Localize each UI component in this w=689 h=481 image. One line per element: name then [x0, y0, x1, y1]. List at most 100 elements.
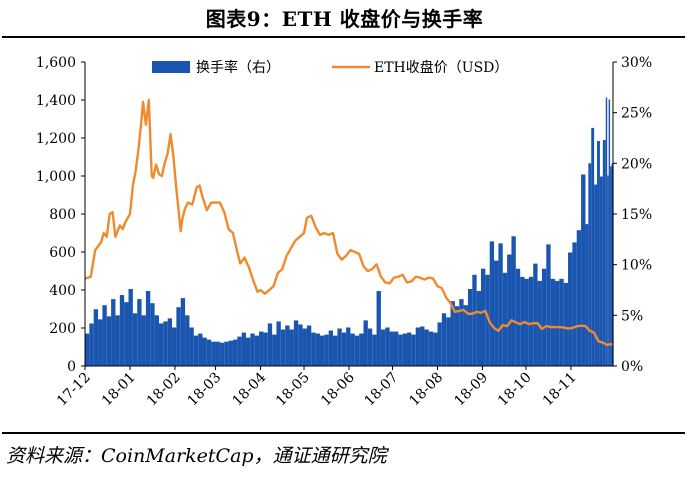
- turnover-bar: [588, 163, 592, 366]
- y-right-tick-label: 30%: [621, 55, 652, 71]
- turnover-bar: [311, 332, 316, 366]
- turnover-bar: [376, 291, 381, 366]
- turnover-bar: [145, 291, 151, 366]
- x-tick-label: 18-07: [361, 370, 401, 410]
- turnover-bar: [450, 301, 455, 366]
- turnover-bar: [454, 306, 460, 366]
- legend-price-label: ETH收盘价（USD）: [374, 59, 508, 76]
- turnover-bar: [485, 274, 490, 366]
- turnover-bar: [507, 254, 512, 366]
- y-left-tick-label: 400: [49, 283, 76, 299]
- turnover-bar: [124, 302, 129, 366]
- y-left-tick-label: 0: [67, 359, 76, 375]
- turnover-bar: [537, 280, 542, 366]
- turnover-bar: [280, 329, 286, 366]
- turnover-bar: [137, 299, 142, 366]
- turnover-bar: [607, 175, 609, 366]
- x-tick-label: 18-11: [540, 370, 580, 410]
- turnover-bar: [228, 340, 233, 366]
- turnover-bar: [546, 244, 551, 366]
- turnover-bars: [85, 97, 614, 367]
- x-tick-label: 18-08: [406, 370, 446, 410]
- turnover-bar: [298, 324, 303, 366]
- turnover-bar: [511, 236, 516, 366]
- y-right-ticks: 0% 5% 10% 15% 20% 25% 30%: [613, 55, 652, 375]
- turnover-bar: [206, 339, 212, 366]
- x-tick-label: 18-02: [144, 370, 184, 410]
- turnover-bar: [128, 288, 133, 366]
- x-tick-label: 18-09: [451, 370, 491, 410]
- turnover-bar: [597, 141, 600, 366]
- turnover-bar: [520, 276, 525, 366]
- turnover-bar: [272, 334, 277, 366]
- turnover-bar: [489, 241, 495, 366]
- turnover-bar: [189, 327, 194, 366]
- turnover-bar: [202, 337, 207, 366]
- turnover-bar: [359, 333, 364, 366]
- turnover-bar: [232, 339, 238, 366]
- turnover-bar: [563, 282, 569, 366]
- turnover-bar: [420, 326, 425, 366]
- turnover-bar: [385, 327, 390, 366]
- turnover-bar: [333, 335, 338, 366]
- turnover-bar: [259, 331, 264, 366]
- turnover-bar: [180, 298, 186, 366]
- turnover-bar: [111, 299, 116, 366]
- y-left-tick-label: 1,200: [36, 131, 76, 147]
- turnover-bar: [254, 335, 260, 366]
- turnover-bar: [302, 328, 307, 366]
- turnover-bar: [193, 335, 199, 366]
- turnover-bar: [441, 313, 447, 366]
- turnover-bar: [585, 224, 589, 366]
- x-tick-label: 18-10: [495, 370, 535, 410]
- turnover-bar: [224, 341, 229, 366]
- turnover-bar: [515, 268, 521, 366]
- turnover-bar: [215, 341, 220, 366]
- turnover-bar: [380, 329, 386, 366]
- turnover-bar: [354, 335, 360, 366]
- turnover-bar: [285, 325, 290, 366]
- turnover-bar: [172, 327, 177, 366]
- x-ticks: 17-12 18-01 18-02 18-03 18-04 18-05 18-06 18-07…: [54, 366, 580, 409]
- turnover-bar: [541, 268, 547, 366]
- turnover-bar: [346, 327, 351, 366]
- turnover-bar: [581, 174, 586, 366]
- x-tick-label: 18-05: [273, 370, 313, 410]
- turnover-bar: [158, 323, 164, 366]
- y-right-tick-label: 15%: [621, 207, 652, 223]
- turnover-bar: [463, 305, 468, 366]
- turnover-bar: [132, 313, 138, 366]
- turnover-bar: [93, 309, 99, 366]
- legend-turnover-swatch: [152, 61, 190, 73]
- x-tick-label: 18-06: [318, 369, 358, 409]
- y-right-tick-label: 25%: [621, 106, 652, 122]
- x-tick-label: 18-04: [229, 369, 269, 409]
- source-note: 资料来源：CoinMarketCap，通证通研究院: [6, 445, 387, 467]
- turnover-bar: [163, 321, 168, 366]
- legend-turnover-label: 换手率（右）: [196, 59, 280, 76]
- turnover-bar: [559, 278, 564, 366]
- turnover-bar: [167, 318, 173, 366]
- bottom-rule: [2, 432, 685, 434]
- turnover-bar: [150, 303, 155, 366]
- turnover-bar: [367, 328, 373, 366]
- turnover-bar: [608, 99, 611, 367]
- turnover-bar: [219, 342, 225, 366]
- turnover-bar: [241, 332, 247, 366]
- turnover-bar: [415, 327, 421, 366]
- turnover-bar: [306, 325, 312, 366]
- turnover-bar: [337, 328, 342, 366]
- y-left-tick-label: 600: [49, 245, 76, 261]
- y-left-tick-label: 1,600: [36, 55, 76, 71]
- turnover-bar: [106, 316, 112, 366]
- turnover-bar: [446, 317, 451, 366]
- turnover-bar: [533, 263, 538, 366]
- turnover-bar: [393, 331, 399, 366]
- turnover-bar: [237, 336, 242, 366]
- turnover-bar: [437, 322, 442, 366]
- y-right-tick-label: 20%: [621, 156, 652, 172]
- turnover-bar: [398, 334, 403, 366]
- turnover-bar: [372, 334, 377, 366]
- y-right-tick-label: 0%: [621, 359, 643, 375]
